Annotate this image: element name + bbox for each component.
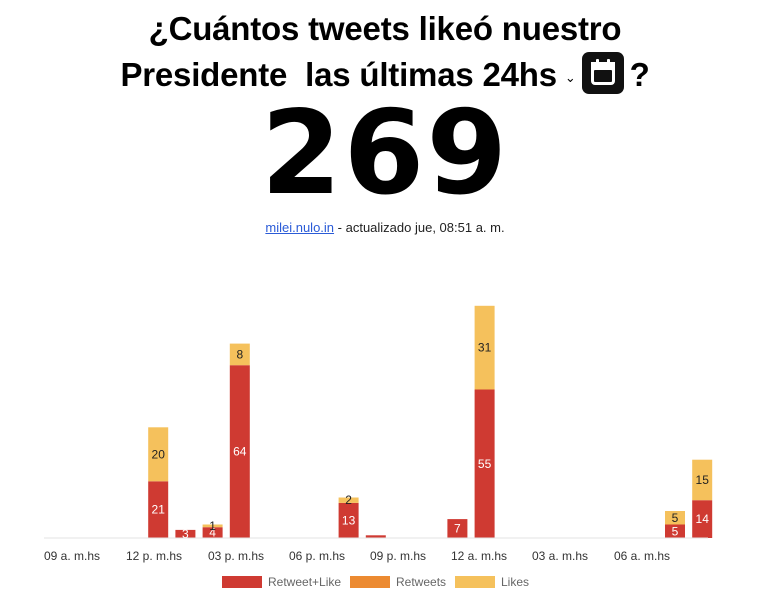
x-tick-label: 06 p. m.hs — [289, 549, 345, 563]
updated-text: - actualizado jue, 08:51 a. m. — [334, 220, 505, 235]
x-tick-label: 12 p. m.hs — [126, 549, 182, 563]
legend-label[interactable]: Likes — [501, 575, 529, 589]
legend-label[interactable]: Retweets — [396, 575, 446, 589]
bar-label: 4 — [209, 526, 216, 540]
bar-segment-retweet-like-10[interactable] — [338, 502, 359, 538]
headline-range: las últimas 24hs — [305, 56, 557, 93]
meta-line: milei.nulo.in - actualizado jue, 08:51 a… — [0, 220, 770, 235]
bar-label: 5 — [672, 511, 679, 525]
bar-label: 20 — [152, 447, 166, 461]
calendar-icon — [590, 59, 615, 85]
headline-prefix: Presidente — [120, 56, 288, 93]
question-mark: ? — [629, 56, 650, 93]
bar-segment-likes-15[interactable] — [474, 305, 495, 390]
calendar-button[interactable] — [581, 52, 624, 94]
bar-label: 55 — [478, 457, 492, 471]
legend-swatch[interactable] — [350, 576, 390, 588]
bar-segment-retweet-like-3[interactable] — [148, 481, 169, 538]
bar-label: 5 — [672, 524, 679, 538]
x-tick-label: 06 a. m.hs — [614, 549, 670, 563]
bar-segment-likes-22[interactable] — [665, 511, 685, 525]
bar-label: 15 — [696, 473, 710, 487]
total-count: 269 — [260, 86, 510, 221]
headline: ¿Cuántos tweets likeó nuestro Presidente… — [0, 6, 770, 101]
bar-label: 7 — [454, 522, 461, 536]
bar-label: 21 — [152, 503, 166, 517]
bar-label: 1 — [209, 519, 216, 533]
bar-label: 31 — [478, 341, 492, 355]
x-tick-label: 12 a. m.hs — [451, 549, 507, 563]
headline-line-2: Presidente las últimas 24hs ⌄? — [0, 52, 770, 101]
x-tick-label: 03 a. m.hs — [532, 549, 588, 563]
bar-segment-retweet-like-5[interactable] — [202, 527, 223, 538]
bar-segment-retweet-like-15[interactable] — [474, 389, 495, 539]
legend-swatch[interactable] — [222, 576, 262, 588]
x-tick-label: 09 a. m.hs — [44, 549, 100, 563]
range-select[interactable]: ⌄ — [565, 55, 576, 101]
likes-chart: 21 20 3 41 64 8 13 2 7 55 31 55 14 15 09 a. m.hs 12 p. … — [44, 305, 713, 589]
x-tick-label: 03 p. m.hs — [208, 549, 264, 563]
bar-segment-likes-3[interactable] — [148, 427, 169, 482]
bar-segment-retweet-like-4[interactable] — [175, 529, 196, 538]
bar-segment-retweet-like-14[interactable] — [447, 519, 468, 538]
legend-label[interactable]: Retweet+Like — [268, 575, 341, 589]
headline-line-1: ¿Cuántos tweets likeó nuestro — [148, 10, 622, 47]
bar-segment-likes-10[interactable] — [338, 497, 359, 503]
bar-label: 2 — [345, 493, 352, 507]
bar-segment-retweet-like-22[interactable] — [665, 524, 685, 539]
bar-segment-likes-5[interactable] — [202, 524, 223, 528]
chevron-down-icon: ⌄ — [564, 70, 576, 85]
bar-segment-likes-23[interactable] — [692, 459, 713, 501]
bar-label: 8 — [236, 347, 243, 361]
legend-swatch[interactable] — [455, 576, 495, 588]
bar-segment-retweet-like-6[interactable] — [229, 365, 250, 538]
bar-label: 14 — [696, 512, 710, 526]
bar-label: 64 — [233, 445, 247, 459]
bar-label: 3 — [182, 527, 189, 541]
site-link[interactable]: milei.nulo.in — [265, 220, 335, 235]
bar-segment-retweet-like-11[interactable] — [365, 535, 386, 538]
x-tick-label: 09 p. m.hs — [370, 549, 426, 563]
bar-segment-retweet-like-23[interactable] — [692, 500, 713, 538]
bar-label: 13 — [342, 513, 356, 527]
bar-segment-likes-6[interactable] — [229, 343, 250, 366]
